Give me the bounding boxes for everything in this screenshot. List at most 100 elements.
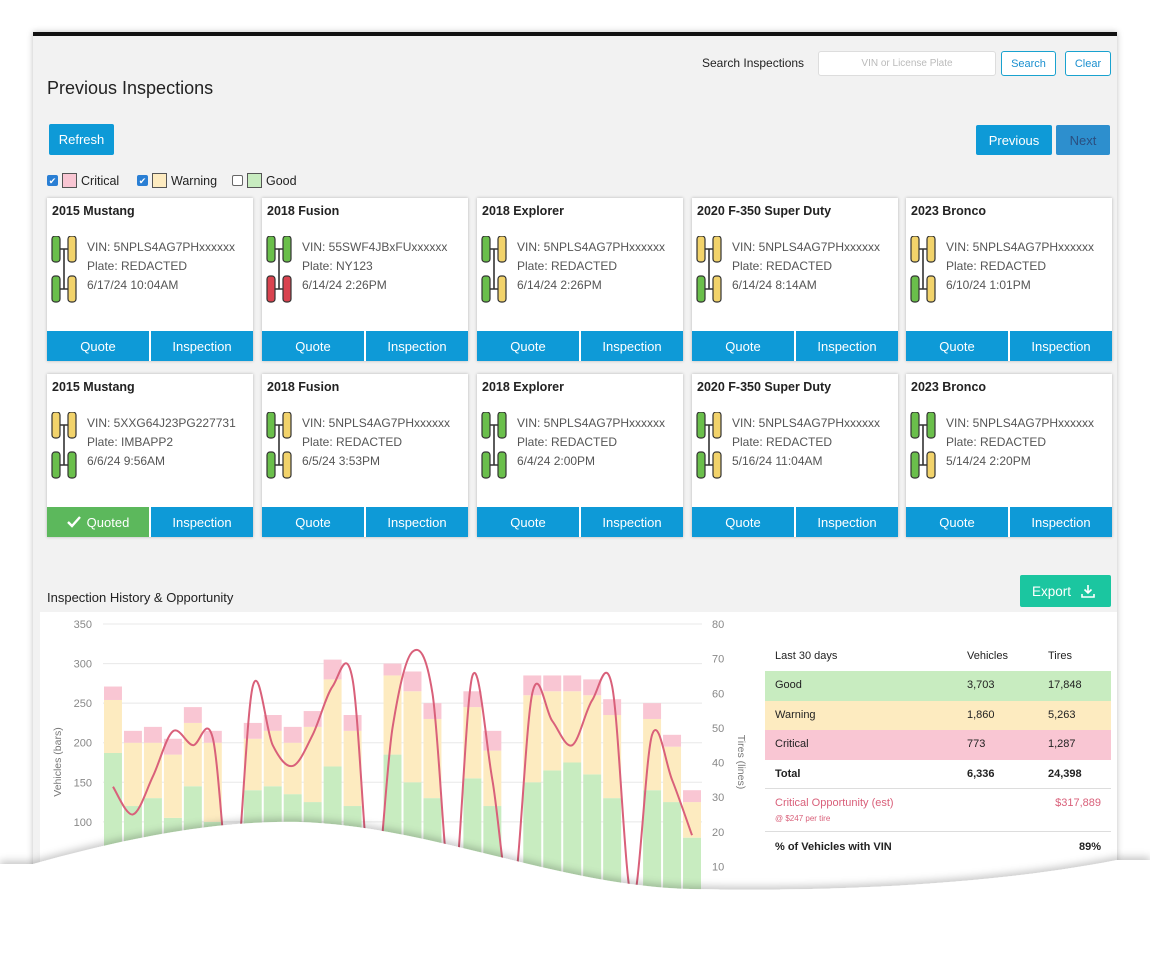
y2-tick-label: 10 [712, 861, 724, 873]
card-vin: VIN: 5NPLS4AG7PHxxxxxx [517, 416, 666, 430]
card-title: 2018 Explorer [482, 380, 564, 394]
chart: 100 150 200 250 300 350 10 20 30 40 50 60 70 80 Vehicl… [52, 619, 747, 904]
card-plate: Plate: REDACTED [517, 435, 618, 449]
tire-icon [481, 236, 507, 303]
quote-label: Quote [510, 338, 546, 354]
opportunity-row: Critical Opportunity (est) $317,889 @ $247… [765, 790, 1111, 832]
quoted-button[interactable]: Quoted [47, 507, 149, 537]
tire [67, 275, 77, 303]
quote-button[interactable]: Quote [692, 331, 794, 361]
filter-label: Critical [81, 173, 120, 188]
bar-segment [163, 754, 182, 818]
filter-swatch [247, 173, 262, 188]
quote-button[interactable]: Quote [477, 507, 579, 537]
page-title: Previous Inspections [47, 78, 214, 98]
y2-tick-label: 20 [712, 827, 724, 839]
tire-icon [51, 412, 77, 479]
inspection-button[interactable]: Inspection [796, 331, 898, 361]
table-row: Warning 1,860 5,263 [765, 700, 1111, 730]
table-cell: 24,398 [1048, 767, 1082, 780]
tire [497, 451, 507, 479]
tire [51, 451, 61, 479]
filter-checkbox[interactable]: ✔ Warning [137, 173, 217, 188]
quote-button[interactable]: Quote [906, 331, 1008, 361]
y-tick-label: 350 [74, 619, 92, 631]
axle [275, 424, 283, 466]
inspection-button[interactable]: Inspection [151, 507, 253, 537]
search-input[interactable]: VIN or License Plate [818, 51, 996, 76]
table-cell: Total [775, 767, 801, 780]
inspection-button[interactable]: Inspection [1010, 507, 1112, 537]
tire [926, 451, 936, 479]
tire-icon [481, 412, 507, 479]
bar-segment [383, 675, 402, 755]
bar-segment [423, 703, 442, 719]
vin-label: % of Vehicles with VIN [775, 841, 892, 853]
tire [481, 412, 491, 439]
tire [51, 275, 61, 303]
card-vin: VIN: 5NPLS4AG7PHxxxxxx [732, 240, 881, 254]
bar-segment [343, 730, 362, 807]
filter-checkbox[interactable]: ✔ Critical [47, 173, 119, 188]
bar-segment [383, 663, 402, 676]
inspection-card: 2018 Fusion VIN: 5NPLS4AG7PHxxxxxx Plate: … [262, 374, 468, 537]
inspection-button[interactable]: Inspection [581, 331, 683, 361]
inspection-button[interactable]: Inspection [151, 331, 253, 361]
card-date: 6/17/24 10:04AM [87, 278, 179, 292]
bar-segment [143, 726, 162, 743]
y2-axis-label: Tires (lines) [735, 735, 747, 789]
search-label: Search Inspections [702, 56, 805, 70]
table-cell: 1,860 [967, 708, 995, 721]
card-vin: VIN: 5NPLS4AG7PHxxxxxx [732, 416, 881, 430]
refresh-button[interactable]: Refresh [49, 124, 114, 155]
inspection-button[interactable]: Inspection [796, 507, 898, 537]
bar-segment [543, 675, 562, 692]
card-title: 2015 Mustang [52, 204, 135, 218]
card-plate: Plate: REDACTED [302, 435, 403, 449]
card-date: 6/14/24 2:26PM [517, 278, 602, 292]
card-date: 6/14/24 2:26PM [302, 278, 387, 292]
quote-button[interactable]: Quote [906, 507, 1008, 537]
table-row: Critical 773 1,287 [765, 730, 1111, 760]
card-plate: Plate: REDACTED [517, 259, 618, 273]
checkbox: ✔ [47, 175, 58, 186]
bar-segment [104, 686, 122, 700]
card-plate: Plate: REDACTED [87, 259, 188, 273]
export-button[interactable]: Export [1020, 575, 1111, 607]
tire [696, 275, 706, 303]
inspection-button[interactable]: Inspection [1010, 331, 1112, 361]
card-plate: Plate: NY123 [302, 259, 373, 273]
inspection-button[interactable]: Inspection [581, 507, 683, 537]
bar-segment [183, 722, 202, 787]
inspection-button[interactable]: Inspection [366, 331, 468, 361]
quote-button[interactable]: Quote [262, 331, 364, 361]
export-icon [1081, 585, 1095, 598]
bar-segment [463, 691, 482, 708]
tire [497, 275, 507, 303]
inspection-card: 2020 F-350 Super Duty VIN: 5NPLS4AG7PHxxx… [692, 374, 898, 537]
tire [282, 412, 292, 439]
table-cell: Good [775, 679, 802, 691]
card-title: 2018 Fusion [267, 380, 340, 394]
search-button[interactable]: Search [1001, 51, 1056, 76]
clear-button[interactable]: Clear [1065, 51, 1111, 76]
axle [919, 248, 927, 290]
inspection-card: 2015 Mustang VIN: 5NPLS4AG7PHxxxxxx Plate:… [47, 198, 253, 361]
filter-checkbox[interactable]: Good [232, 173, 297, 188]
next-button[interactable]: Next [1056, 125, 1110, 155]
card-title: 2023 Bronco [911, 380, 987, 394]
quote-button[interactable]: Quote [262, 507, 364, 537]
quote-button[interactable]: Quote [47, 331, 149, 361]
quote-button[interactable]: Quote [477, 331, 579, 361]
quote-label: Quote [510, 514, 546, 530]
check-icon [66, 516, 81, 528]
table-cell: 6,336 [967, 767, 995, 780]
quote-button[interactable]: Quote [692, 507, 794, 537]
tire [51, 412, 61, 439]
bar-segment [243, 738, 262, 791]
previous-button[interactable]: Previous [976, 125, 1052, 155]
inspection-button[interactable]: Inspection [366, 507, 468, 537]
filter-swatch [152, 173, 167, 188]
bar-segment [283, 726, 302, 743]
quote-label: Quote [295, 514, 331, 530]
